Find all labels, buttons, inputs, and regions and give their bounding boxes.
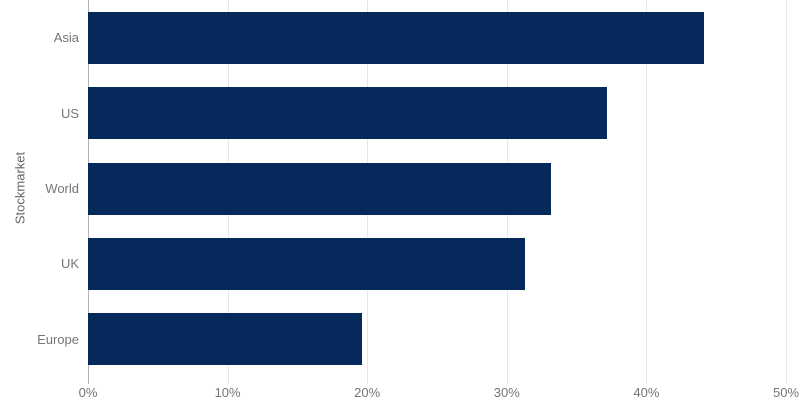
bar-world[interactable] [88,162,552,215]
bar-track [88,0,786,75]
gridline-50pct [786,0,787,384]
bar-track [88,302,786,377]
category-label: UK [60,256,79,272]
category-label: World [45,181,79,197]
x-tick-label: 10% [214,385,241,400]
bar-europe[interactable] [88,313,362,366]
x-tick-label: 50% [772,385,800,400]
category-label: Asia [53,30,79,46]
x-tick-label: 0% [78,385,98,400]
plot-area: Asia US World UK Europe [0,0,786,377]
x-tick-label: 30% [493,385,520,400]
bar-track [88,75,786,150]
bar-row: Europe [0,302,786,377]
bar-uk[interactable] [88,237,525,290]
bar-row: Asia [0,0,786,75]
bar-row: US [0,75,786,150]
bar-track [88,151,786,226]
bar-row: UK [0,226,786,301]
bar-row: World [0,151,786,226]
x-tick-label: 20% [354,385,381,400]
bar-asia[interactable] [88,11,704,64]
bar-track [88,226,786,301]
category-label: Europe [37,331,79,347]
category-label: US [60,105,79,121]
x-axis: 0% 10% 20% 30% 40% 50% [79,385,799,403]
gridline-40pct [646,0,648,384]
bar-us[interactable] [88,87,608,140]
x-tick-label: 40% [633,385,660,400]
